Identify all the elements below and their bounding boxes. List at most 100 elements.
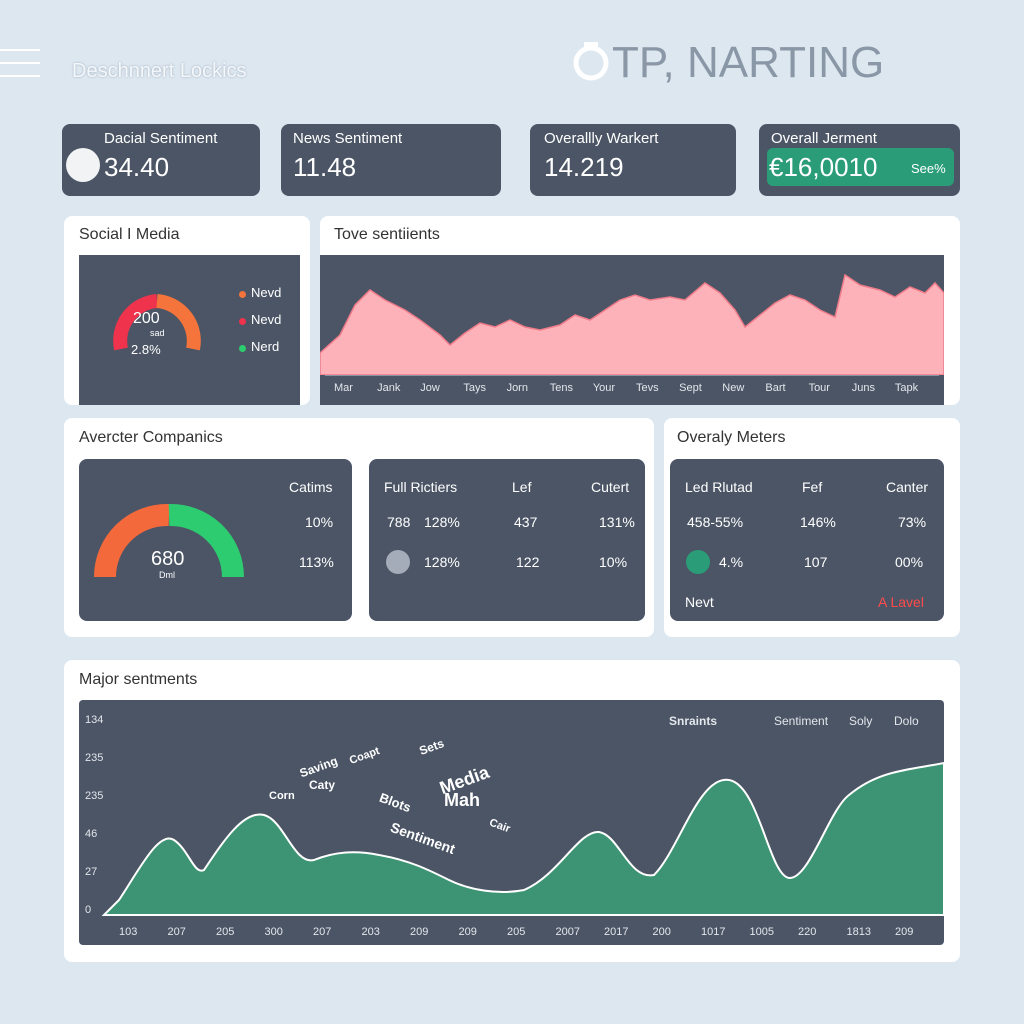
kpi-label: Dacial Sentiment	[104, 130, 218, 147]
legend-label: Nevd	[251, 312, 282, 327]
y-tick-label: 235	[85, 752, 104, 764]
kpi-value: €16,0010	[769, 152, 878, 182]
y-tick-label: 134	[85, 714, 104, 726]
y-tick-label: 0	[85, 904, 92, 916]
kpi-card: Dacial Sentiment 34.40	[62, 124, 260, 196]
col-header: Cutert	[591, 479, 630, 495]
meters-panel: Overaly Meters Led Rlutad Fef Canter 458…	[664, 418, 960, 637]
cell: 73%	[898, 514, 927, 530]
panel-title: Tove sentiients	[334, 226, 440, 243]
word-cloud: Media Mah Sentiment Saving Caty Blots Sets Corn…	[229, 730, 579, 900]
companies-gauge-card: 680 Dml Catims 10% 113%	[79, 459, 352, 621]
kpi-value: 11.48	[293, 152, 357, 182]
major-area	[101, 761, 944, 916]
companies-table-card: Full Rictiers Lef Cutert 788 128% 437 13…	[369, 459, 645, 621]
cell: 00%	[895, 554, 924, 570]
legend-label: Soly	[849, 714, 873, 728]
gauge-sub: sad	[150, 328, 165, 338]
status-dot	[386, 550, 410, 574]
legend-label: Nerd	[251, 339, 280, 354]
x-tick-label: Jow	[420, 382, 440, 394]
word: Coapt	[347, 745, 382, 767]
brand: Deschnnert Lockics	[72, 60, 247, 82]
legend-label: Nevd	[251, 285, 282, 300]
x-tick-label: Mar	[334, 382, 353, 394]
y-axis: 134 235 235 46 27 0	[79, 700, 109, 945]
cell: 788	[387, 514, 411, 530]
col-header: Canter	[886, 479, 929, 495]
kpi-value: 34.40	[104, 152, 170, 182]
companies-panel: Avercter Companics 680 Dml Catims 10% 11…	[64, 418, 654, 637]
col-header: Lef	[512, 479, 532, 495]
x-tick-label: 103	[119, 926, 138, 938]
word: Mah	[444, 790, 480, 810]
x-tick-label: 200	[652, 926, 671, 938]
word: Sets	[417, 736, 446, 758]
gauge	[113, 294, 201, 351]
x-tick-label: Jorn	[506, 382, 528, 394]
cell: 131%	[599, 514, 635, 530]
x-tick-label: 209	[895, 926, 914, 938]
trend-panel: Tove sentiients Mar Jank Jow Tays Jorn Tens Yo…	[320, 216, 960, 405]
panel-title: Social I Media	[79, 226, 180, 243]
x-tick-label: 1813	[846, 926, 871, 938]
x-tick-label: 207	[167, 926, 186, 938]
x-tick-label: Your	[592, 382, 616, 394]
gauge-pct: 2.8%	[131, 342, 161, 357]
cell: 10%	[599, 554, 628, 570]
x-tick-label: 2017	[604, 926, 629, 938]
social-panel: Social I Media 200 sad 2.8% Nevd Nevd Nerd	[64, 216, 310, 405]
cell: 458-55%	[687, 514, 744, 530]
major-card: 134 235 235 46 27 0 103 207 205 300 207 203 209 209 2…	[79, 700, 944, 945]
y-tick-label: 27	[85, 866, 98, 878]
legend-label: Dolo	[894, 714, 919, 728]
logo-icon	[573, 42, 609, 81]
social-card: 200 sad 2.8% Nevd Nevd Nerd	[79, 255, 300, 405]
gauge-sub: Dml	[159, 570, 175, 580]
col-header: Full Rictiers	[384, 479, 458, 495]
x-tick-label: Jank	[377, 382, 401, 394]
kpi-label: Overallly Warkert	[544, 130, 659, 147]
word: Caty	[309, 778, 336, 792]
kpi-card: News Sentiment 11.48	[281, 124, 501, 196]
kpi-card: Overallly Warkert 14.219	[530, 124, 736, 196]
legend: Nevd Nevd Nerd	[239, 285, 299, 365]
legend-dot	[239, 291, 246, 298]
status-dot	[686, 550, 710, 574]
x-tick-label: Juns	[851, 382, 875, 394]
cell: 4.%	[719, 554, 744, 570]
kpi-icon	[66, 148, 100, 182]
y-tick-label: 235	[85, 790, 104, 802]
meters-card: Led Rlutad Fef Canter 458-55% 146% 73% 4…	[670, 459, 944, 621]
menu-icon[interactable]	[0, 48, 42, 80]
kpi-badge: See%	[911, 161, 946, 176]
col-header: Fef	[802, 479, 823, 495]
x-tick-label: 209	[458, 926, 477, 938]
word: Blots	[377, 789, 414, 816]
footer-alert: A Lavel	[878, 594, 924, 610]
col-header: Catims	[289, 479, 333, 495]
x-tick-label: 1005	[749, 926, 774, 938]
footer-label: Nevt	[685, 594, 714, 610]
x-tick-label: New	[722, 382, 745, 394]
cell: 146%	[800, 514, 836, 530]
word: Sentiment	[388, 818, 458, 858]
legend: Snraints Sentiment Soly Dolo	[669, 714, 939, 730]
x-tick-label: 220	[798, 926, 817, 938]
x-axis: Mar Jank Jow Tays Jorn Tens Your Tevs Sept New Bar…	[320, 382, 944, 398]
legend-dot	[239, 318, 246, 325]
x-tick-label: Sept	[679, 382, 702, 394]
legend-label: Snraints	[669, 714, 718, 728]
gauge-value: 680	[151, 548, 185, 570]
word: Corn	[269, 790, 295, 802]
x-tick-label: Tevs	[636, 382, 659, 394]
x-tick-label: 300	[264, 926, 283, 938]
kpi-highlight	[767, 148, 954, 186]
x-tick-label: 205	[507, 926, 526, 938]
x-tick-label: Tapk	[894, 382, 919, 394]
x-tick-label: 207	[313, 926, 332, 938]
cell: 437	[514, 514, 538, 530]
x-tick-label: 203	[361, 926, 380, 938]
x-tick-label: Tour	[808, 382, 830, 394]
